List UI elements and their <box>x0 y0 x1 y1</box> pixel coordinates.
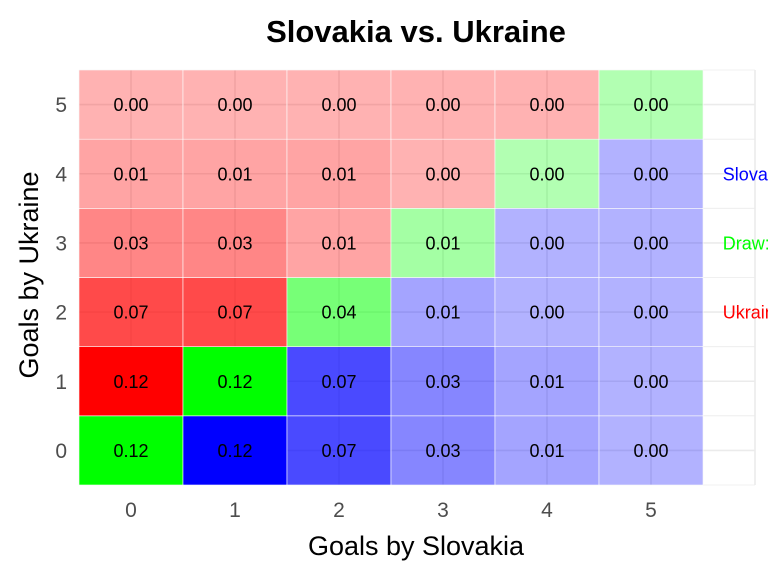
heatmap-cell <box>182 277 288 347</box>
x-tick-label: 2 <box>333 499 345 522</box>
heatmap-cell <box>494 415 600 486</box>
heatmap-cell <box>494 69 600 140</box>
heatmap-cell-labels: 0.12 0.12 0.07 0.03 0.01 0.00 0.12 0.12 0.07 0.03… <box>113 95 668 461</box>
cell-value-label: 0.07 <box>217 303 252 323</box>
x-tick-label: 5 <box>645 499 657 522</box>
y-tick-label: 0 <box>55 440 67 463</box>
heatmap-cell <box>598 208 704 278</box>
x-tick-label: 3 <box>437 499 449 522</box>
y-axis-title: Goals by Ukraine <box>14 171 44 378</box>
cell-value-label: 0.03 <box>425 372 460 392</box>
cell-value-label: 0.01 <box>321 164 356 184</box>
outcome-annotations: Slovakia Wins: 0.36 Draw: 0.28 Ukraine Win… <box>723 164 768 322</box>
cell-value-label: 0.01 <box>529 372 564 392</box>
cell-value-label: 0.03 <box>425 441 460 461</box>
heatmap-cell <box>494 346 600 417</box>
cell-value-label: 0.12 <box>113 441 148 461</box>
cell-value-label: 0.00 <box>529 303 564 323</box>
cell-value-label: 0.01 <box>425 233 460 253</box>
heatmap-cells <box>78 69 704 486</box>
heatmap-cell <box>78 208 184 278</box>
heatmap-cell <box>182 69 288 140</box>
heatmap-cell <box>182 346 288 417</box>
heatmap-cell <box>182 208 288 278</box>
cell-value-label: 0.12 <box>217 441 252 461</box>
heatmap-cell <box>286 138 392 209</box>
cell-value-label: 0.00 <box>217 95 252 115</box>
cell-value-label: 0.12 <box>217 372 252 392</box>
y-tick-labels: 0 1 2 3 4 5 <box>55 94 67 463</box>
heatmap-cell <box>598 277 704 347</box>
cell-value-label: 0.03 <box>217 233 252 253</box>
outcome-annotation: Slovakia Wins: 0.36 <box>723 164 768 184</box>
heatmap-cell <box>390 208 496 278</box>
x-tick-label: 4 <box>541 499 553 522</box>
heatmap-cell <box>78 277 184 347</box>
y-tick-label: 4 <box>55 163 67 186</box>
heatmap-cell <box>286 415 392 486</box>
cell-value-label: 0.00 <box>425 95 460 115</box>
heatmap-cell <box>78 346 184 417</box>
cell-value-label: 0.00 <box>425 164 460 184</box>
y-tick-label: 5 <box>55 94 67 117</box>
cell-value-label: 0.00 <box>321 95 356 115</box>
cell-value-label: 0.00 <box>113 95 148 115</box>
heatmap-cell <box>598 69 704 140</box>
heatmap-cell <box>286 277 392 347</box>
outcome-annotation: Ukraine Wins: 0.36 <box>723 303 768 323</box>
cell-value-label: 0.03 <box>113 233 148 253</box>
cell-value-label: 0.01 <box>425 303 460 323</box>
cell-value-label: 0.00 <box>633 372 668 392</box>
heatmap-cell <box>286 69 392 140</box>
y-tick-label: 1 <box>55 371 67 394</box>
outcome-annotation: Draw: 0.28 <box>723 233 768 253</box>
y-tick-label: 2 <box>55 302 67 325</box>
cell-value-label: 0.07 <box>113 303 148 323</box>
heatmap-cell <box>78 415 184 486</box>
cell-value-label: 0.00 <box>633 164 668 184</box>
heatmap-cell <box>598 138 704 209</box>
cell-value-label: 0.01 <box>529 441 564 461</box>
heatmap-cell <box>390 138 496 209</box>
heatmap-cell <box>390 277 496 347</box>
cell-value-label: 0.07 <box>321 372 356 392</box>
heatmap-cell <box>286 208 392 278</box>
cell-value-label: 0.01 <box>113 164 148 184</box>
x-tick-labels: 0 1 2 3 4 5 <box>125 499 657 522</box>
x-tick-label: 1 <box>229 499 241 522</box>
cell-value-label: 0.07 <box>321 441 356 461</box>
cell-value-label: 0.00 <box>529 95 564 115</box>
heatmap-cell <box>390 69 496 140</box>
chart-title: Slovakia vs. Ukraine <box>266 14 566 49</box>
heatmap-cell <box>78 69 184 140</box>
x-axis-title: Goals by Slovakia <box>308 531 525 561</box>
heatmap-cell <box>598 415 704 486</box>
cell-value-label: 0.04 <box>321 303 356 323</box>
x-tick-label: 0 <box>125 499 137 522</box>
heatmap-cell <box>494 138 600 209</box>
cell-value-label: 0.01 <box>217 164 252 184</box>
cell-value-label: 0.00 <box>633 303 668 323</box>
cell-value-label: 0.12 <box>113 372 148 392</box>
heatmap-cell <box>598 346 704 417</box>
cell-value-label: 0.01 <box>321 233 356 253</box>
y-tick-label: 3 <box>55 232 67 255</box>
cell-value-label: 0.00 <box>633 233 668 253</box>
cell-value-label: 0.00 <box>633 95 668 115</box>
cell-value-label: 0.00 <box>529 233 564 253</box>
cell-value-label: 0.00 <box>633 441 668 461</box>
cell-value-label: 0.00 <box>529 164 564 184</box>
heatmap-cell <box>390 346 496 417</box>
